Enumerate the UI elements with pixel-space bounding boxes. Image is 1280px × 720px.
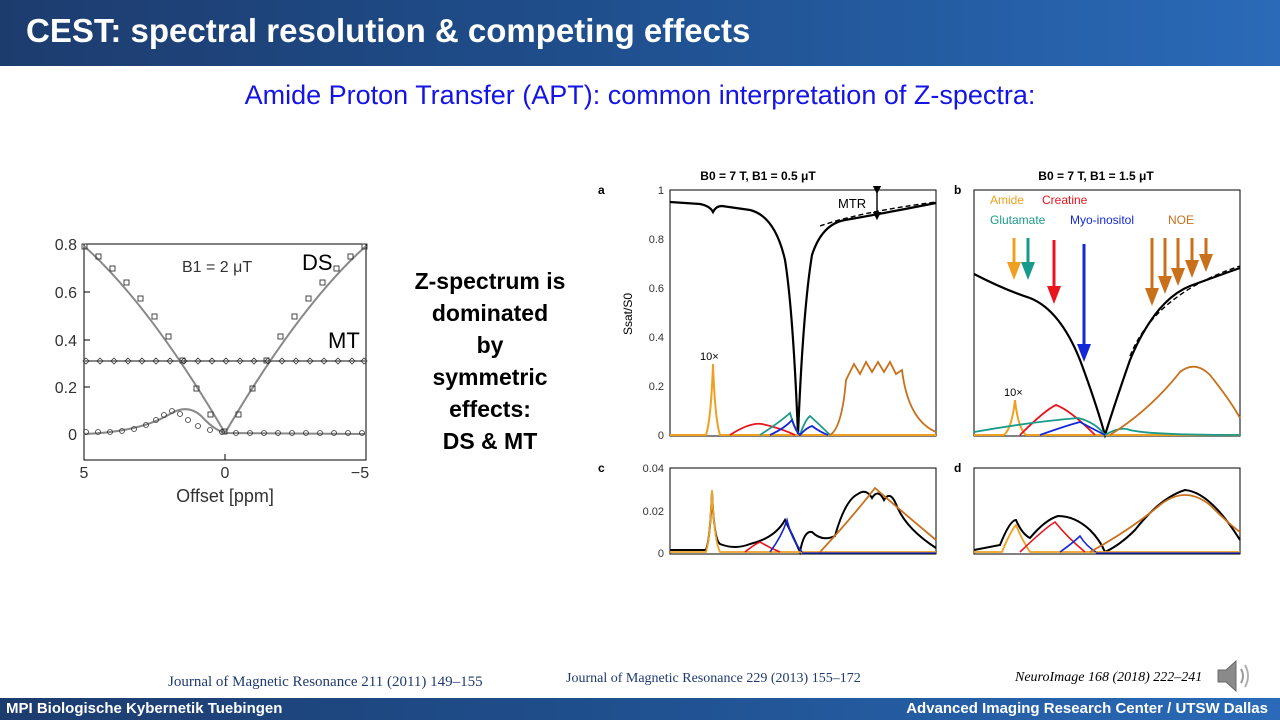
reference-neuroimage: NeuroImage 168 (2018) 222–241 (1015, 670, 1203, 685)
myo-inositol-peak (1039, 421, 1106, 436)
x-axis-label: Offset [ppm] (176, 486, 274, 506)
reference-jmr-2013: Journal of Magnetic Resonance 229 (2013)… (566, 671, 861, 686)
legend-amide: Amide (990, 193, 1024, 207)
slide-subtitle: Amide Proton Transfer (APT): common inte… (244, 80, 1036, 110)
y-tick-label: 1 (658, 185, 664, 197)
y-tick-label: 0 (658, 548, 664, 560)
creatine-peak (729, 422, 796, 436)
y-tick-label: 0.2 (55, 380, 77, 397)
slide-header: CEST: spectral resolution & competing ef… (0, 0, 1280, 66)
asymmetry-curve (670, 490, 937, 556)
panel-a-title: B0 = 7 T, B1 = 0.5 μT (700, 169, 816, 183)
reference-jmr-2011: Journal of Magnetic Resonance 211 (2011)… (168, 674, 483, 690)
legend-myo-inositol: Myo-inositol (1070, 213, 1134, 227)
panel-d-letter: d (954, 461, 961, 475)
mtr-label: MTR (838, 196, 866, 211)
y-tick-label: 0.2 (649, 381, 664, 393)
legend-noe: NOE (1168, 213, 1194, 227)
panel-c-letter: c (598, 461, 605, 475)
center-text-line: symmetric (432, 364, 548, 390)
ds-label: DS (302, 250, 333, 275)
plot-frame (83, 243, 367, 461)
y-tick-label: 0.6 (55, 285, 77, 302)
x-tick-label: 5 (80, 465, 89, 482)
panel-a-ylabel: Ssat/S0 (621, 293, 635, 335)
speaker-icon[interactable] (1214, 656, 1258, 696)
b1-annotation: B1 = 2 μT (182, 259, 252, 276)
y-tick-label: 0.8 (649, 234, 664, 246)
center-text-line: DS & MT (442, 428, 538, 454)
peak-arrows (1007, 238, 1213, 362)
tenfold-label: 10× (700, 351, 719, 363)
mt-markers (82, 357, 368, 365)
slide-title: CEST: spectral resolution & competing ef… (26, 12, 751, 49)
ds-markers (81, 243, 368, 435)
center-text: Z-spectrum is dominated by symmetric eff… (396, 265, 584, 457)
noe-band (819, 486, 937, 553)
x-tick-label: 0 (221, 465, 230, 482)
x-axis: 5 0 −5 Offset [ppm] (80, 454, 369, 506)
panel-b-letter: b (954, 183, 961, 197)
footer-institution-right: Advanced Imaging Research Center / UTSW … (906, 700, 1268, 717)
ds-mt-chart: 0.8 0.6 0.4 0.2 0 5 0 −5 Offset [ppm] (55, 237, 369, 506)
noe-band (829, 360, 937, 436)
panel-d (973, 467, 1241, 555)
noe-band (1109, 365, 1241, 436)
panel-b-title: B0 = 7 T, B1 = 1.5 μT (1038, 169, 1154, 183)
y-tick-label: 0.02 (643, 506, 664, 518)
mt-label: MT (328, 328, 360, 353)
z-spectra-figure: B0 = 7 T, B1 = 0.5 μT B0 = 7 T, B1 = 1.5… (598, 169, 1241, 560)
amide-peak (670, 489, 936, 553)
y-tick-label: 0.6 (649, 283, 664, 295)
amide-peak (974, 523, 1240, 553)
center-text-line: effects: (449, 396, 531, 422)
y-tick-label: 0.4 (55, 333, 77, 350)
x-tick-label: −5 (351, 465, 369, 482)
creatine-peak (744, 541, 781, 553)
tenfold-label: 10× (1004, 387, 1023, 399)
panel-a: 1 0.8 0.6 0.4 0.2 0 Ssat/S0 MTR 10× (621, 185, 937, 442)
y-tick-label: 0.04 (643, 463, 664, 475)
myo-inositol-peak (769, 517, 803, 553)
panel-a-letter: a (598, 183, 605, 197)
amide-peak (670, 363, 936, 436)
y-tick-label: 0.8 (55, 237, 77, 254)
asymmetry-curve (973, 488, 1241, 554)
creatine-peak (1019, 520, 1086, 553)
center-text-line: Z-spectrum is (414, 268, 566, 294)
panel-b: Amide Creatine Glutamate Myo-inositol NO… (973, 189, 1241, 439)
slide-footer: MPI Biologische Kybernetik Tuebingen Adv… (0, 698, 1280, 720)
legend-glutamate: Glutamate (990, 213, 1046, 227)
z-spectrum-curve (669, 200, 937, 436)
center-text-line: dominated (431, 300, 549, 326)
y-axis: 0.8 0.6 0.4 0.2 0 (55, 237, 90, 444)
y-tick-label: 0 (658, 430, 664, 442)
reference-curve (819, 201, 937, 227)
legend-creatine: Creatine (1042, 193, 1088, 207)
reference-curve (1129, 265, 1241, 357)
noe-band (1089, 494, 1241, 553)
cest-markers (83, 408, 365, 436)
panel-c: 0.04 0.02 0 (643, 463, 937, 560)
myo-inositol-peak (1059, 534, 1097, 553)
footer-institution-left: MPI Biologische Kybernetik Tuebingen (6, 700, 283, 717)
center-text-line: by (476, 332, 504, 358)
cest-fit-curve (83, 408, 367, 435)
y-tick-label: 0.4 (649, 332, 664, 344)
y-tick-label: 0 (68, 427, 77, 444)
myo-inositol-peak (769, 418, 829, 437)
